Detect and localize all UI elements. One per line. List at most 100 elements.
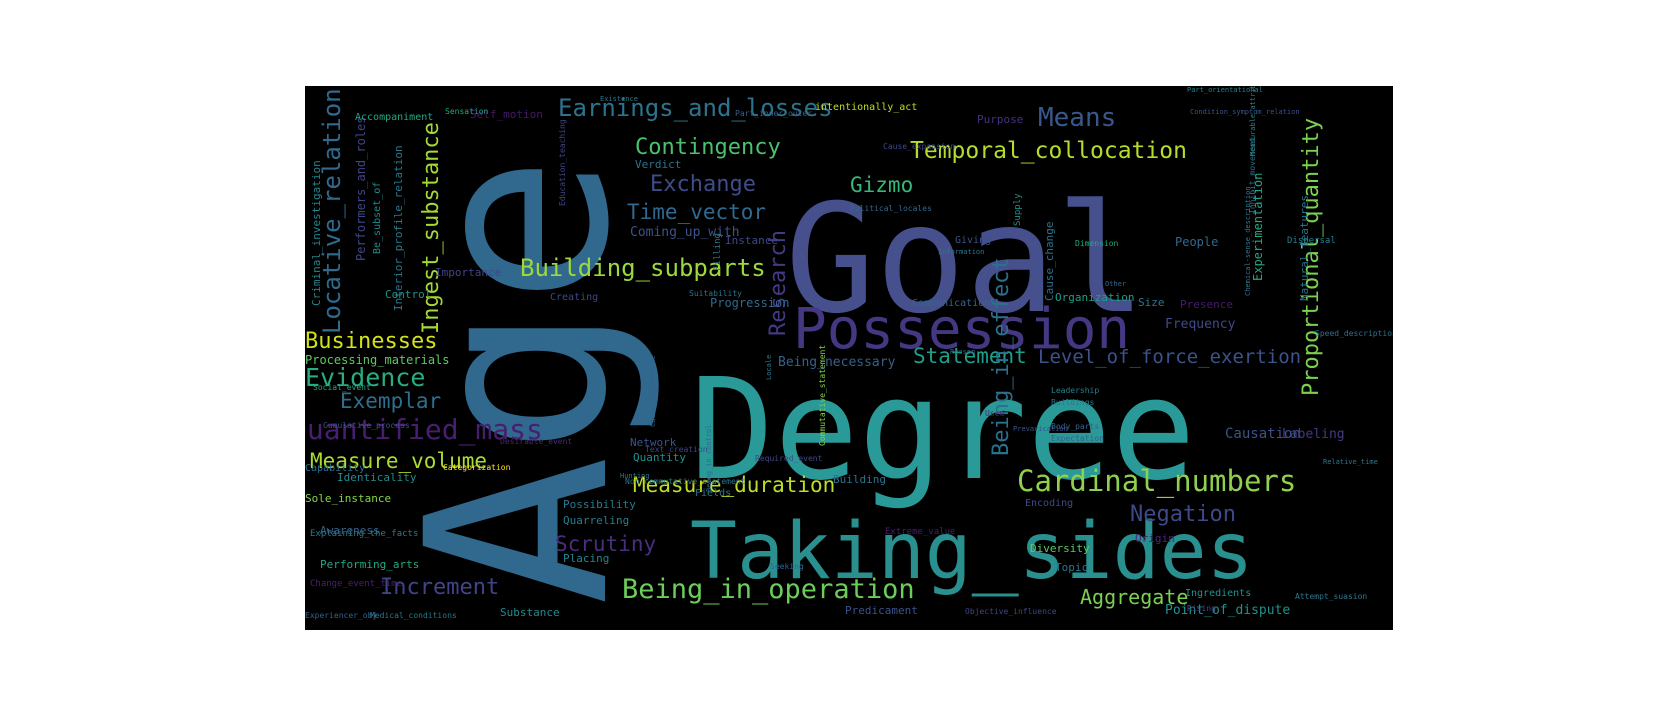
cloud-word-control: Control xyxy=(385,288,431,301)
cloud-word-labeling: Labeling xyxy=(1282,427,1345,442)
cloud-word-fields: Fields xyxy=(695,488,731,499)
cloud-word-speed-description: Speed_description xyxy=(1315,329,1393,338)
cloud-word-change-event-time: Change_event_time xyxy=(310,579,402,589)
cloud-word-businesses: Businesses xyxy=(305,329,437,354)
cloud-word-encoding: Encoding xyxy=(1025,498,1073,509)
cloud-word-topic: Topic xyxy=(1055,561,1088,574)
cloud-word-relative-time: Relative_time xyxy=(1323,458,1378,466)
cloud-word-attempt-suasion: Attempt_suasion xyxy=(1295,592,1367,601)
cloud-word-quarreling: Quarreling xyxy=(563,514,629,527)
cloud-word-sensation: Sensation xyxy=(445,107,489,116)
cloud-word-size: Size xyxy=(1138,296,1165,309)
cloud-word-frequency: Frequency xyxy=(1165,317,1236,332)
cloud-word-creating: Creating xyxy=(550,292,598,303)
cloud-word-degree: Degree xyxy=(690,349,1196,512)
cloud-word-verdict: Verdict xyxy=(635,158,681,171)
cloud-word-means: Means xyxy=(1038,103,1116,133)
cloud-word-cause-change: Cause_change xyxy=(1043,222,1056,301)
cloud-word-purpose: Purpose xyxy=(977,113,1023,126)
cloud-word-body-parts: Body_parts xyxy=(1051,422,1099,431)
word-cloud-canvas: Age Goal Degree Taking_sides Possession Cardi… xyxy=(305,86,1393,630)
cloud-word-building: Building xyxy=(833,473,886,486)
cloud-word-scrutiny: Scrutiny xyxy=(555,532,656,556)
cloud-word-measure-duration: Measure_duration xyxy=(633,473,835,497)
cloud-word-desirable-event: Desirable_event xyxy=(500,437,572,446)
cloud-word-negation: Negation xyxy=(1130,502,1236,527)
cloud-word-being-in-control: Being_in_control xyxy=(705,425,713,492)
cloud-word-quantity: Quantity xyxy=(633,451,686,464)
cloud-word-commutative-statement: Commutative_statement xyxy=(818,345,827,446)
cloud-word-instance: Instance xyxy=(725,234,778,247)
cloud-word-political-locales: Political_locales xyxy=(850,204,932,213)
cloud-word-cumulative-process: Cumulative_process xyxy=(323,421,410,430)
cloud-word-education-teaching: Education_teaching xyxy=(558,119,567,206)
cloud-word-performers-and-roles: Performers_and_roles xyxy=(354,117,368,262)
cloud-word-used: Used xyxy=(985,409,1004,418)
cloud-word-being-in-effect: Being_in_effect xyxy=(989,257,1014,456)
cloud-word-research: Research xyxy=(766,230,791,336)
cloud-word-measure-volume: Measure_volume xyxy=(310,449,487,473)
cloud-word-organization: Organization xyxy=(1055,291,1134,304)
cloud-word-earnings-and-losses: Earnings_and_losses xyxy=(558,94,833,122)
cloud-word-presence: Presence xyxy=(1180,298,1233,311)
cloud-word-temporal-collocation: Temporal_collocation xyxy=(910,138,1187,164)
cloud-word-natural-features: Natural_features xyxy=(1298,195,1311,301)
cloud-word-intentionally-act: intentionally_act xyxy=(815,102,917,113)
cloud-word-people: People xyxy=(1175,235,1218,249)
cloud-word-goal: Goal xyxy=(785,173,1146,347)
cloud-word-ingest-substance: Ingest_substance xyxy=(419,122,444,334)
cloud-word-exemplar: Exemplar xyxy=(340,389,441,413)
cloud-word-increment: Increment xyxy=(380,575,499,600)
cloud-word-evidence: Evidence xyxy=(305,363,425,392)
cloud-word-sole-instance: Sole_instance xyxy=(305,492,391,505)
cloud-word-contingency: Contingency xyxy=(635,135,781,160)
cloud-word-gizmo: Gizmo xyxy=(850,173,913,197)
cloud-word-cause-expansion: Cause_expansion xyxy=(883,142,955,151)
cloud-word-measurable-attributes: Measurable_attributes xyxy=(1249,86,1257,156)
cloud-word-exchange: Exchange xyxy=(650,172,756,197)
cloud-word-aggregate: Aggregate xyxy=(1080,585,1188,609)
cloud-word-locative-relation: Locative_relation xyxy=(318,88,346,334)
cloud-word-hunting: Hunting xyxy=(620,472,650,480)
cloud-word-rising: Rising xyxy=(1187,604,1216,613)
cloud-word-substance: Substance xyxy=(500,606,560,619)
cloud-word-communication: Communication xyxy=(912,298,990,309)
cloud-word-causation: Causation xyxy=(1225,426,1301,442)
cloud-word-seeking: Seeking xyxy=(770,562,804,571)
cloud-word-importance: Importance xyxy=(435,266,501,279)
cloud-word-social-event: Social_event xyxy=(313,383,371,392)
cloud-word-point-of-dispute: Point_of_dispute xyxy=(1165,603,1290,618)
cloud-word-quantified-mass: Quantified_mass xyxy=(305,413,543,447)
cloud-word-experiencer-obj: Experiencer_obj xyxy=(305,611,377,620)
cloud-word-level-of-force-exertion: Level_of_force_exertion xyxy=(1038,346,1301,368)
cloud-word-part-inner-outer: Part_inner_outer xyxy=(735,109,812,118)
cloud-word-extreme-value: Extreme_value xyxy=(885,527,955,537)
cloud-word-objective-influence: Objective_influence xyxy=(965,607,1057,616)
cloud-word-being-in-operation: Being_in_operation xyxy=(622,574,915,605)
cloud-word-taking-sides: Taking_sides xyxy=(690,507,1254,597)
cloud-word-proportional-quantity: Proportional_quantity xyxy=(1299,118,1324,396)
cloud-word-suitability: Suitability xyxy=(689,289,742,298)
cloud-word-processing-materials: Processing_materials xyxy=(305,353,450,367)
cloud-word-progression: Progression xyxy=(710,296,789,310)
cloud-word-inhibit-movement: Inhibit_movement xyxy=(1248,137,1257,214)
cloud-word-accompaniment: Accompaniment xyxy=(355,112,433,123)
cloud-word-condition-symptom-relation: Condition_symptom_relation xyxy=(1190,108,1300,116)
cloud-word-criminal-investigation: Criminal_investigation xyxy=(310,160,323,306)
cloud-word-age: Age xyxy=(373,154,664,606)
cloud-word-prevarication: Prevarication xyxy=(1013,425,1068,433)
cloud-word-explaining-the-facts: Explaining_the_facts xyxy=(310,529,418,539)
cloud-word-network: Network xyxy=(630,436,677,449)
cloud-word-locale: Locale xyxy=(765,355,773,380)
cloud-word-time-vector: Time_vector xyxy=(627,200,766,224)
cloud-word-required-event: Required_event xyxy=(755,454,823,463)
cloud-word-expectation: Expectation xyxy=(1051,434,1104,443)
cloud-word-being-necessary: Being_necessary xyxy=(778,355,896,370)
cloud-word-experimentation: Experimentation xyxy=(1251,173,1265,281)
cloud-word-information: Information xyxy=(938,248,984,256)
cloud-word-medical-conditions: Medical_conditions xyxy=(370,611,457,620)
cloud-word-ingredients: Ingredients xyxy=(1185,588,1251,599)
cloud-word-giving: Giving xyxy=(955,235,991,246)
cloud-word-cardinal-numbers: Cardinal_numbers xyxy=(1017,464,1296,499)
